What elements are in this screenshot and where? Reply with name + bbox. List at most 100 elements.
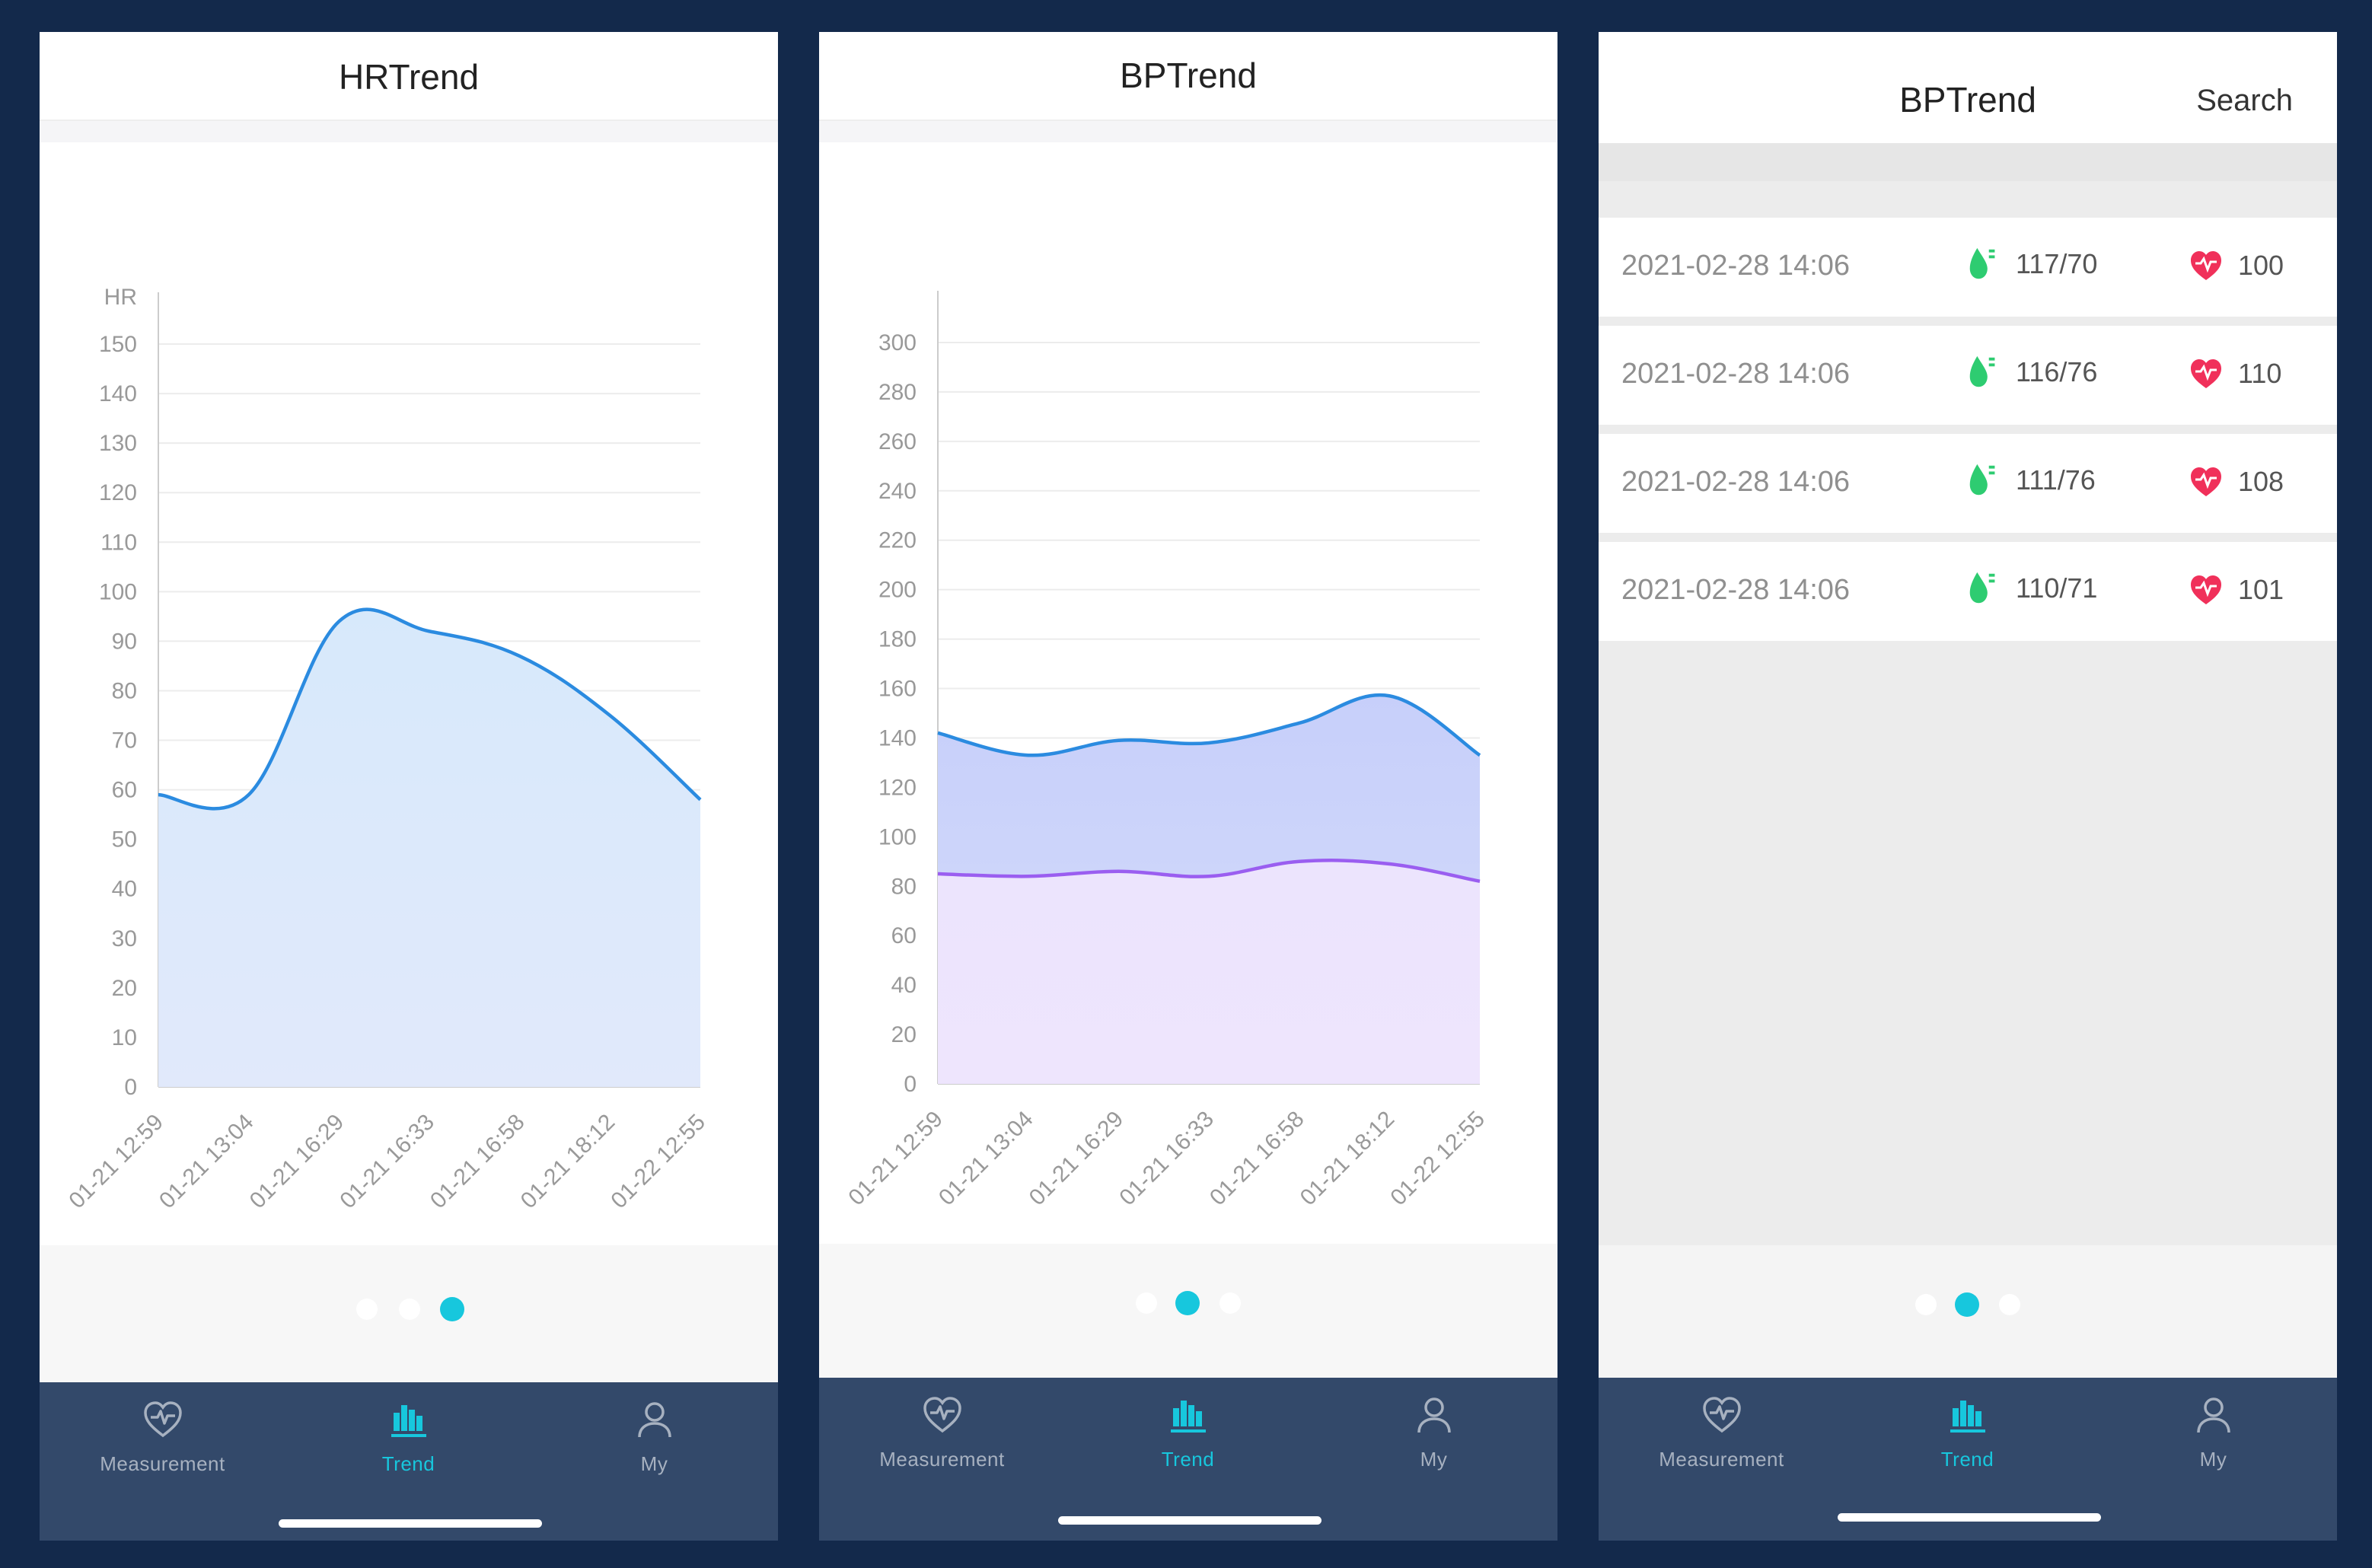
y-axis-label: HR xyxy=(104,285,137,310)
page-dot-2[interactable] xyxy=(399,1299,420,1320)
blood-pressure-icon xyxy=(1969,572,1995,604)
tab-label: My xyxy=(2199,1448,2227,1471)
x-tick-label: 01-21 12:59 xyxy=(64,1110,168,1214)
tab-bar: Measurement Trend My xyxy=(40,1382,778,1541)
page-dot-1[interactable] xyxy=(1915,1294,1937,1315)
bar-chart-icon xyxy=(1170,1401,1206,1433)
page-dot-1[interactable] xyxy=(356,1299,378,1320)
x-tick-label: 01-21 18:12 xyxy=(1296,1107,1400,1211)
page-title: BPTrend xyxy=(1120,56,1257,95)
tab-trend[interactable]: Trend xyxy=(1844,1378,2090,1492)
y-tick-label: 280 xyxy=(878,380,917,405)
home-indicator[interactable] xyxy=(279,1519,542,1528)
x-tick-label: 01-21 16:58 xyxy=(426,1110,530,1214)
nav-divider-strip xyxy=(819,121,1557,142)
nav-bar: HRTrend xyxy=(40,32,778,121)
record-time: 2021-02-28 14:06 xyxy=(1621,250,1851,282)
record-row[interactable]: 2021-02-28 14:06 117/70 100 xyxy=(1599,218,2337,317)
record-row[interactable]: 2021-02-28 14:06 110/71 101 xyxy=(1599,542,2337,641)
person-icon xyxy=(2196,1397,2230,1433)
tab-measurement[interactable]: Measurement xyxy=(40,1382,285,1496)
record-time: 2021-02-28 14:06 xyxy=(1621,358,1851,390)
tab-label: My xyxy=(1420,1448,1448,1471)
x-tick-label: 01-22 12:55 xyxy=(606,1110,710,1214)
series-area xyxy=(158,609,700,1087)
heart-pulse-icon xyxy=(143,1401,182,1438)
record-row[interactable]: 2021-02-28 14:06 111/76 108 xyxy=(1599,434,2337,533)
blood-pressure-icon xyxy=(1969,355,1995,387)
y-tick-label: 110 xyxy=(100,530,137,555)
blood-pressure-icon xyxy=(1969,247,1995,279)
hr-trend-chart: 0 10 20 30 40 50 60 70 80 90 100 110 120 130 140 150 HR 0… xyxy=(64,285,710,1214)
tab-label: Trend xyxy=(1161,1448,1215,1471)
y-tick-label: 120 xyxy=(99,480,137,505)
search-button[interactable]: Search xyxy=(2196,84,2293,117)
y-tick-label: 180 xyxy=(878,627,917,652)
blood-pressure-icon xyxy=(1969,464,1995,496)
y-tick-label: 150 xyxy=(99,332,137,357)
page-dot-2-active[interactable] xyxy=(1955,1292,1979,1317)
record-bp-value: 116/76 xyxy=(2016,356,2098,387)
y-tick-label: 300 xyxy=(878,330,917,355)
record-row[interactable]: 2021-02-28 14:06 116/76 110 xyxy=(1599,326,2337,425)
y-tick-label: 260 xyxy=(878,429,917,454)
y-tick-label: 30 xyxy=(112,926,137,951)
series-line xyxy=(937,693,1481,757)
tab-label: Trend xyxy=(381,1452,435,1475)
home-indicator[interactable] xyxy=(1058,1516,1321,1525)
page-title: BPTrend xyxy=(1899,80,2036,120)
y-tick-label: 220 xyxy=(878,528,917,553)
y-tick-label: 120 xyxy=(878,775,917,800)
page-indicator xyxy=(40,1245,778,1382)
y-tick-label: 60 xyxy=(112,778,137,803)
x-tick-label: 01-21 16:33 xyxy=(335,1110,439,1214)
x-tick-label: 01-21 16:29 xyxy=(1025,1107,1129,1211)
tab-label: My xyxy=(640,1452,668,1475)
y-tick-label: 140 xyxy=(878,725,917,751)
x-tick-label: 01-21 18:12 xyxy=(516,1110,620,1214)
record-time: 2021-02-28 14:06 xyxy=(1621,574,1851,606)
series-line xyxy=(937,859,1481,883)
records-list: 2021-02-28 14:06 117/70 100 2021-02-28 1… xyxy=(1599,181,2337,1274)
heart-rate-icon xyxy=(2191,359,2221,388)
page-dot-3[interactable] xyxy=(1219,1292,1241,1314)
heart-rate-icon xyxy=(2191,467,2221,496)
bp-records-screen: BPTrend Search 2021-02-28 14:06 117/70 1… xyxy=(1599,32,2337,1541)
nav-divider-strip xyxy=(40,121,778,142)
y-tick-label: 40 xyxy=(891,973,917,998)
record-hr-value: 100 xyxy=(2238,250,2284,281)
tab-trend[interactable]: Trend xyxy=(285,1382,531,1496)
tab-trend[interactable]: Trend xyxy=(1065,1378,1311,1492)
record-hr-value: 110 xyxy=(2238,358,2282,389)
page-dot-3-active[interactable] xyxy=(440,1297,464,1321)
x-tick-label: 01-21 13:04 xyxy=(155,1110,259,1214)
hr-trend-screen: HRTrend 0 10 20 30 40 50 60 70 80 90 100 110 120 130 1… xyxy=(40,32,778,1541)
y-tick-label: 10 xyxy=(112,1025,137,1050)
page-dot-2-active[interactable] xyxy=(1175,1291,1200,1315)
tab-measurement[interactable]: Measurement xyxy=(1599,1378,1844,1492)
y-tick-label: 70 xyxy=(112,728,137,754)
y-tick-label: 20 xyxy=(891,1022,917,1047)
tab-my[interactable]: My xyxy=(531,1382,777,1496)
tab-my[interactable]: My xyxy=(1311,1378,1557,1492)
tab-label: Measurement xyxy=(1659,1448,1784,1471)
page-title: HRTrend xyxy=(338,57,480,97)
record-hr-value: 101 xyxy=(2238,574,2284,605)
heart-pulse-icon xyxy=(1702,1397,1741,1433)
person-icon xyxy=(1417,1397,1451,1433)
x-tick-label: 01-21 12:59 xyxy=(843,1107,948,1211)
y-tick-label: 80 xyxy=(891,874,917,899)
heart-rate-icon xyxy=(2191,575,2221,604)
nav-bar: BPTrend xyxy=(819,32,1557,121)
tab-my[interactable]: My xyxy=(2090,1378,2336,1492)
bp-trend-chart: 0 20 40 60 80 100 120 140 160 180 200 220 240 260 280 3… xyxy=(843,291,1490,1211)
y-tick-label: 140 xyxy=(99,381,137,406)
nav-divider-strip xyxy=(1599,143,2337,181)
page-dot-3[interactable] xyxy=(1999,1294,2020,1315)
page-dot-1[interactable] xyxy=(1136,1292,1157,1314)
tab-measurement[interactable]: Measurement xyxy=(819,1378,1065,1492)
heart-pulse-icon xyxy=(923,1397,961,1433)
y-tick-label: 240 xyxy=(878,479,917,504)
y-tick-label: 200 xyxy=(878,578,917,603)
home-indicator[interactable] xyxy=(1838,1513,2101,1522)
